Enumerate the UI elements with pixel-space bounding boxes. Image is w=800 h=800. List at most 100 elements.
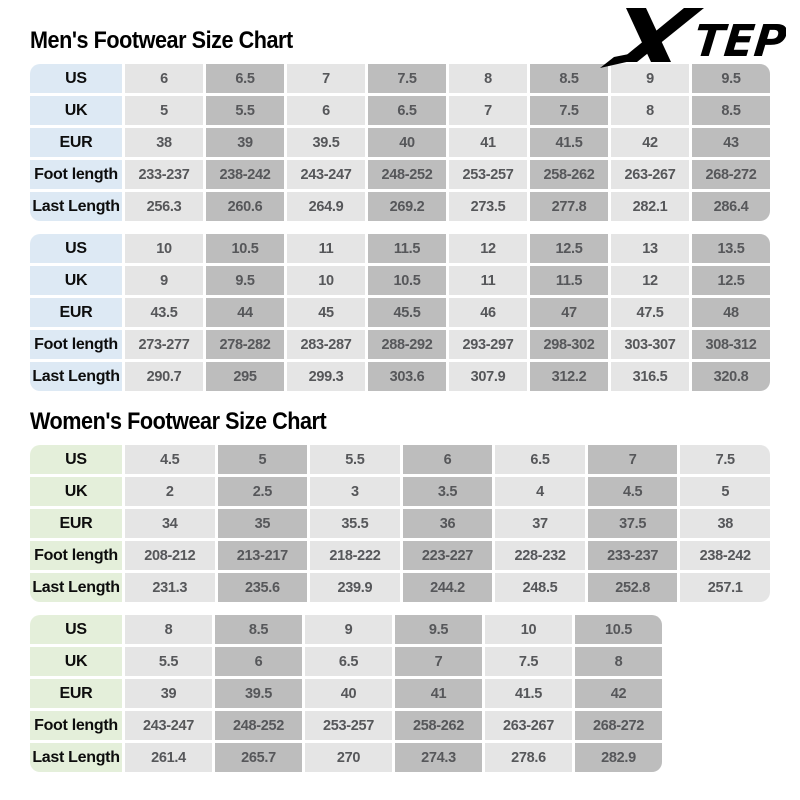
size-cell: 9.5	[206, 266, 284, 295]
size-cell: 12.5	[530, 234, 608, 263]
xtep-tep-text: TEP	[692, 16, 786, 67]
size-cell: 208-212	[125, 541, 215, 570]
size-cell: 274.3	[395, 743, 482, 772]
row-label: Last Length	[30, 743, 122, 772]
xtep-logo: TEP	[600, 8, 786, 68]
size-cell: 10.5	[575, 615, 662, 644]
size-cell: 253-257	[305, 711, 392, 740]
size-cell: 283-287	[287, 330, 365, 359]
size-cell: 10.5	[206, 234, 284, 263]
size-cell: 8	[611, 96, 689, 125]
size-cell: 9	[305, 615, 392, 644]
row-label: US	[30, 234, 122, 263]
size-cell: 248.5	[495, 573, 585, 602]
size-cell: 10	[485, 615, 572, 644]
size-cell: 235.6	[217, 573, 308, 602]
size-cell: 7.5	[680, 445, 770, 474]
size-cell: 253-257	[449, 160, 527, 189]
size-cell: 40	[368, 128, 446, 157]
size-cell: 6.5	[368, 96, 446, 125]
size-cell: 307.9	[449, 362, 527, 391]
size-cell: 47.5	[611, 298, 689, 327]
size-cell: 6	[402, 445, 493, 474]
size-cell: 42	[611, 128, 689, 157]
size-cell: 256.3	[125, 192, 203, 221]
size-cell: 5	[217, 445, 308, 474]
size-cell: 303.6	[368, 362, 446, 391]
size-cell: 277.8	[530, 192, 608, 221]
size-cell: 6.5	[495, 445, 585, 474]
size-cell: 5.5	[206, 96, 284, 125]
size-cell: 7.5	[368, 64, 446, 93]
row-label: Last Length	[30, 192, 122, 221]
size-cell: 320.8	[692, 362, 770, 391]
size-table: US 10 10.5 11 11.5 12 12.5 13 13.5 UK 9 9.5 10 10.5 11…	[30, 234, 770, 391]
size-cell: 5.5	[310, 445, 400, 474]
size-cell: 290.7	[125, 362, 203, 391]
size-cell: 11.5	[530, 266, 608, 295]
row-label: EUR	[30, 679, 122, 708]
size-cell: 9.5	[395, 615, 482, 644]
xtep-x-arm-icon	[626, 8, 671, 62]
size-cell: 248-252	[368, 160, 446, 189]
size-cell: 288-292	[368, 330, 446, 359]
size-cell: 308-312	[692, 330, 770, 359]
size-cell: 10	[125, 234, 203, 263]
size-cell: 8.5	[215, 615, 302, 644]
size-cell: 4.5	[587, 477, 678, 506]
size-cell: 34	[125, 509, 215, 538]
size-cell: 8	[575, 647, 662, 676]
size-cell: 213-217	[217, 541, 308, 570]
size-table: US 4.5 5 5.5 6 6.5 7 7.5 UK 2 2.5 3 3.5 4 4.5 5 EUR 34 35 3…	[30, 445, 770, 602]
size-cell: 270	[305, 743, 392, 772]
size-cell: 11.5	[368, 234, 446, 263]
size-section: Men's Footwear Size Chart US 6 6.5 7 7.5 8 8.5 9…	[30, 27, 770, 391]
size-cell: 38	[125, 128, 203, 157]
size-cell: 268-272	[692, 160, 770, 189]
row-label: EUR	[30, 298, 122, 327]
size-cell: 8	[125, 615, 212, 644]
row-label: Foot length	[30, 541, 122, 570]
size-cell: 243-247	[287, 160, 365, 189]
size-cell: 10.5	[368, 266, 446, 295]
size-cell: 223-227	[402, 541, 493, 570]
size-cell: 37.5	[587, 509, 678, 538]
size-cell: 286.4	[692, 192, 770, 221]
size-cell: 282.1	[611, 192, 689, 221]
row-label: EUR	[30, 509, 122, 538]
size-cell: 264.9	[287, 192, 365, 221]
size-cell: 6.5	[206, 64, 284, 93]
row-label: US	[30, 445, 122, 474]
size-cell: 261.4	[125, 743, 212, 772]
size-cell: 238-242	[206, 160, 284, 189]
size-cell: 6	[125, 64, 203, 93]
size-table: US 6 6.5 7 7.5 8 8.5 9 9.5 UK 5 5.5 6 6.5 7 7.5 8 8.5 EUR 3…	[30, 64, 770, 221]
size-cell: 233-237	[125, 160, 203, 189]
size-cell: 12	[449, 234, 527, 263]
size-cell: 258-262	[395, 711, 482, 740]
size-cell: 263-267	[485, 711, 572, 740]
size-cell: 36	[402, 509, 493, 538]
size-cell: 6.5	[305, 647, 392, 676]
section-title: Women's Footwear Size Chart	[30, 408, 327, 435]
size-cell: 40	[305, 679, 392, 708]
row-label: Foot length	[30, 711, 122, 740]
size-cell: 248-252	[215, 711, 302, 740]
size-cell: 39	[125, 679, 212, 708]
size-cell: 7.5	[485, 647, 572, 676]
size-cell: 3.5	[402, 477, 493, 506]
size-cell: 13	[611, 234, 689, 263]
size-cell: 238-242	[680, 541, 770, 570]
xtep-x-arm-icon	[618, 8, 704, 62]
row-label: UK	[30, 647, 122, 676]
size-cell: 42	[575, 679, 662, 708]
size-cell: 12	[611, 266, 689, 295]
size-cell: 258-262	[530, 160, 608, 189]
size-cell: 239.9	[310, 573, 400, 602]
size-cell: 7	[449, 96, 527, 125]
size-cell: 6	[287, 96, 365, 125]
row-label: Foot length	[30, 160, 122, 189]
size-cell: 260.6	[206, 192, 284, 221]
size-cell: 12.5	[692, 266, 770, 295]
row-label: Foot length	[30, 330, 122, 359]
